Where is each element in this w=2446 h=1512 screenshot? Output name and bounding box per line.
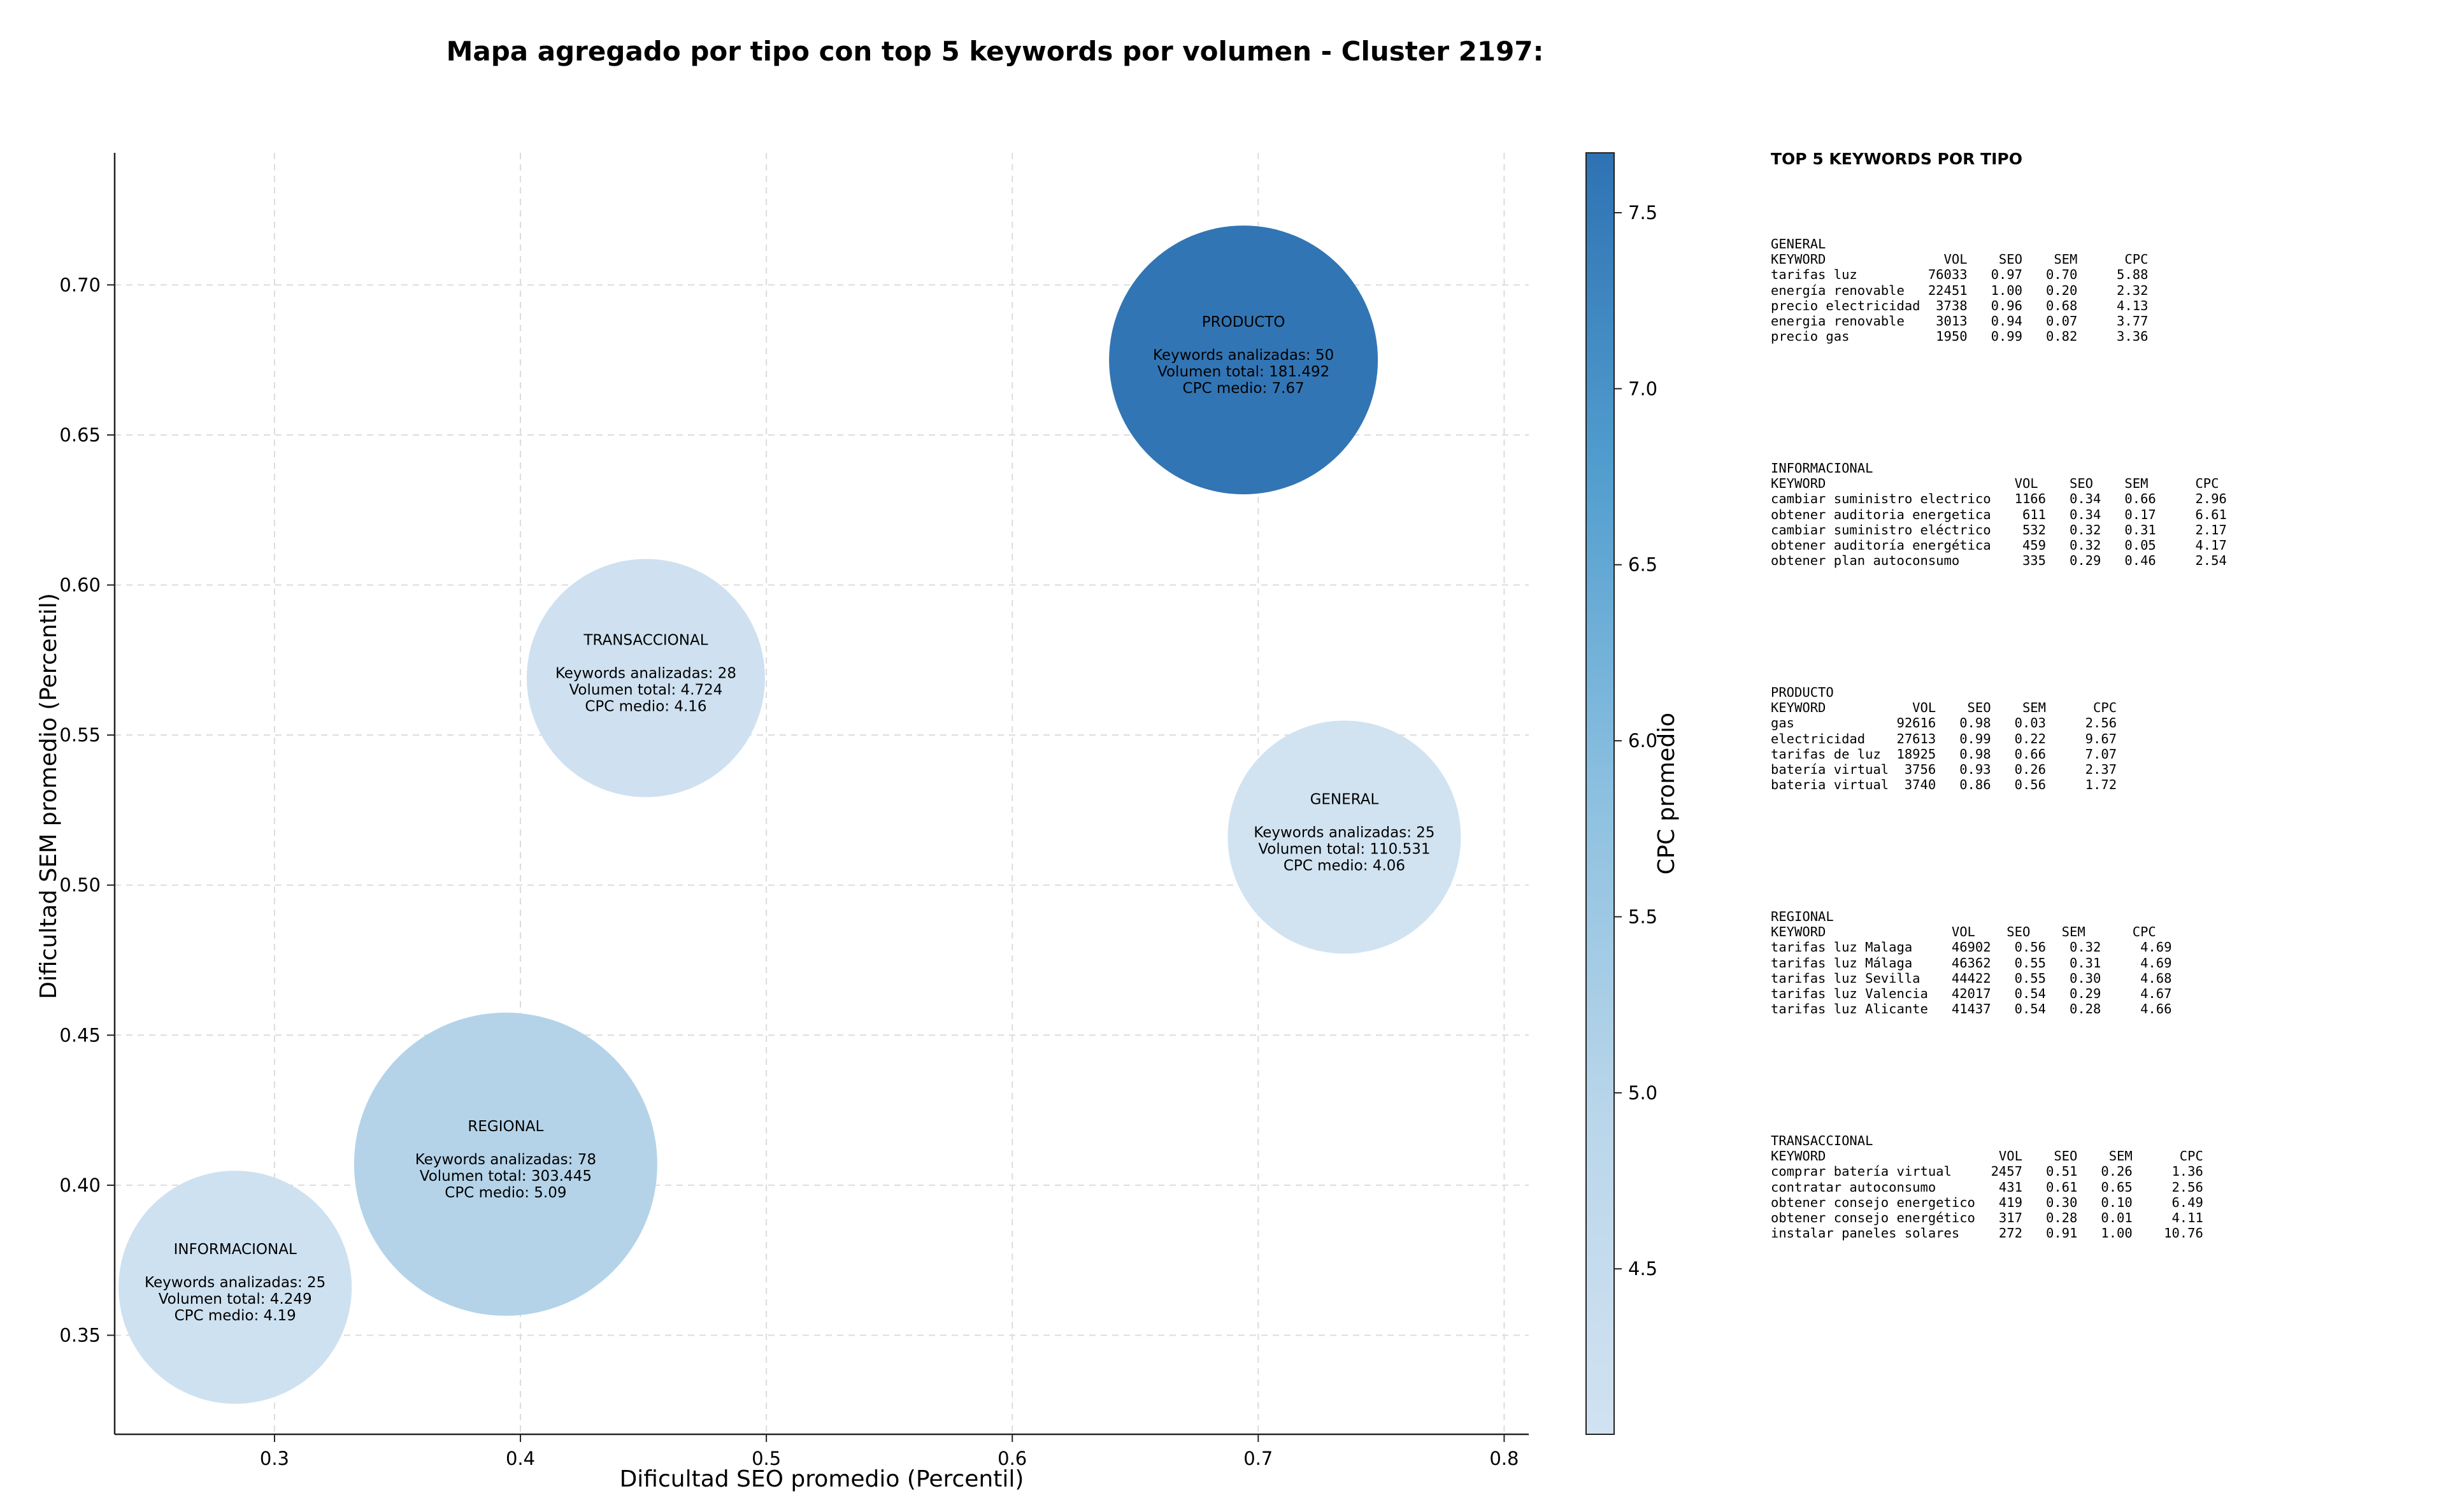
- bubble-general: [1227, 720, 1461, 954]
- colorbar-label: CPC promedio: [1654, 713, 1680, 874]
- keyword-row: contratar autoconsumo 431 0.61 0.65 2.56: [1771, 1179, 2203, 1195]
- keyword-row: electricidad 27613 0.99 0.22 9.67: [1771, 731, 2117, 746]
- chart-title: Mapa agregado por tipo con top 5 keyword…: [447, 36, 1544, 67]
- colorbar-gradient: [1585, 152, 1615, 1435]
- keyword-row: cambiar suministro eléctrico 532 0.32 0.…: [1771, 522, 2227, 538]
- keyword-table-header: KEYWORD VOL SEO SEM CPC: [1771, 252, 2149, 267]
- keyword-row: obtener auditoria energetica 611 0.34 0.…: [1771, 506, 2227, 522]
- keyword-table-header: KEYWORD VOL SEO SEM CPC: [1771, 476, 2219, 492]
- x-tick-label: 0.3: [260, 1448, 289, 1469]
- bubble-stat-label: CPC medio: 5.09: [445, 1185, 566, 1201]
- bubble-stat-label: Volumen total: 181.492: [1157, 364, 1329, 380]
- y-tick-label: 0.50: [59, 874, 101, 896]
- bubble-name-label: TRANSACCIONAL: [583, 632, 708, 649]
- x-tick-label: 0.6: [998, 1448, 1027, 1469]
- bubble-stat-label: CPC medio: 4.19: [175, 1308, 296, 1324]
- bubble-informacional: [118, 1171, 352, 1404]
- bubble-regional: [354, 1012, 657, 1316]
- bubble-stat-label: Keywords analizadas: 78: [415, 1152, 596, 1168]
- bubble-stat-label: Keywords analizadas: 25: [1254, 824, 1434, 841]
- keyword-blocks: GENERAL KEYWORD VOL SEO SEM CPC tarifas lu…: [1771, 236, 2408, 1357]
- colorbar-tick-label: 5.5: [1628, 906, 1657, 927]
- keyword-block: GENERAL KEYWORD VOL SEO SEM CPC tarifas lu…: [1771, 236, 2408, 460]
- keyword-row: bateria virtual 3740 0.86 0.56 1.72: [1771, 777, 2117, 793]
- colorbar-tick-label: 7.0: [1628, 378, 1657, 399]
- y-tick-label: 0.60: [59, 574, 101, 596]
- keyword-table-header: KEYWORD VOL SEO SEM CPC: [1771, 700, 2117, 716]
- keyword-row: tarifas luz 76033 0.97 0.70 5.88: [1771, 267, 2149, 283]
- colorbar: 4.5 5.0 5.5 6.0 6.5 7.0 7.5: [1585, 152, 1657, 1435]
- keyword-panel: TOP 5 KEYWORDS POR TIPO GENERAL KEYWORD V…: [1771, 150, 2408, 1357]
- axes: 0.3 0.4 0.5 0.6 0.7 0.8 0.35 0.40 0.45 0.50 0.55 0.…: [59, 153, 1529, 1469]
- keyword-row: precio gas 1950 0.99 0.82 3.36: [1771, 329, 2149, 345]
- y-tick-label: 0.35: [59, 1325, 101, 1346]
- keyword-row: obtener plan autoconsumo 335 0.29 0.46 2…: [1771, 553, 2227, 569]
- y-tick-label: 0.55: [59, 724, 101, 746]
- bubble-stat-label: CPC medio: 7.67: [1183, 380, 1305, 397]
- keyword-row: tarifas luz Valencia 42017 0.54 0.29 4.6…: [1771, 986, 2172, 1002]
- keyword-block-heading: PRODUCTO: [1771, 685, 1834, 700]
- keyword-block: PRODUCTO KEYWORD VOL SEO SEM CPC gas 92616…: [1771, 685, 2408, 909]
- x-tick-label: 0.8: [1489, 1448, 1519, 1469]
- y-tick-label: 0.70: [59, 274, 101, 296]
- bubble-transaccional: [526, 559, 765, 797]
- y-axis-label: Dificultad SEM promedio (Percentil): [36, 593, 62, 999]
- keyword-row: obtener consejo energetico 419 0.30 0.10…: [1771, 1194, 2203, 1210]
- keyword-block-heading: INFORMACIONAL: [1771, 460, 1873, 476]
- keyword-row: energia renovable 3013 0.94 0.07 3.77: [1771, 313, 2149, 329]
- bubble-stat-label: Volumen total: 303.445: [420, 1168, 592, 1185]
- keyword-block-heading: REGIONAL: [1771, 909, 1834, 924]
- keyword-row: precio electricidad 3738 0.96 0.68 4.13: [1771, 297, 2149, 313]
- colorbar-tick-label: 4.5: [1628, 1258, 1657, 1280]
- bubble-stat-label: Volumen total: 110.531: [1258, 841, 1430, 857]
- x-axis-label: Dificultad SEO promedio (Percentil): [620, 1466, 1024, 1492]
- keyword-row: comprar batería virtual 2457 0.51 0.26 1…: [1771, 1164, 2203, 1180]
- keyword-block: TRANSACCIONAL KEYWORD VOL SEO SEM CPC comp…: [1771, 1133, 2408, 1357]
- keyword-block-heading: TRANSACCIONAL: [1771, 1133, 1873, 1148]
- keyword-row: tarifas luz Sevilla 44422 0.55 0.30 4.68: [1771, 970, 2172, 986]
- keyword-row: tarifas de luz 18925 0.98 0.66 7.07: [1771, 746, 2117, 762]
- keyword-row: obtener auditoría energética 459 0.32 0.…: [1771, 538, 2227, 553]
- x-tick-label: 0.5: [752, 1448, 781, 1469]
- x-tick-label: 0.7: [1243, 1448, 1273, 1469]
- keyword-row: batería virtual 3756 0.93 0.26 2.37: [1771, 762, 2117, 778]
- bubble-name-label: INFORMACIONAL: [174, 1241, 297, 1258]
- bubble-stat-label: CPC medio: 4.06: [1284, 857, 1405, 874]
- colorbar-tick-label: 7.5: [1628, 202, 1657, 224]
- bubble-stat-label: Keywords analizadas: 28: [555, 666, 736, 682]
- bubble-producto: [1109, 225, 1378, 495]
- bubble-stat-label: Keywords analizadas: 50: [1153, 347, 1334, 364]
- keyword-block: REGIONAL KEYWORD VOL SEO SEM CPC tarifas l…: [1771, 909, 2408, 1133]
- bubble-stat-label: Keywords analizadas: 25: [145, 1274, 325, 1291]
- y-tick-label: 0.40: [59, 1174, 101, 1196]
- y-tick-label: 0.45: [59, 1024, 101, 1046]
- bubble-stat-label: Volumen total: 4.249: [159, 1291, 312, 1308]
- keyword-panel-title: TOP 5 KEYWORDS POR TIPO: [1771, 150, 2022, 168]
- keyword-row: energía renovable 22451 1.00 0.20 2.32: [1771, 282, 2149, 298]
- y-tick-label: 0.65: [59, 424, 101, 446]
- keyword-table-header: KEYWORD VOL SEO SEM CPC: [1771, 924, 2156, 940]
- colorbar-tick-label: 5.0: [1628, 1082, 1657, 1104]
- keyword-row: tarifas luz Alicante 41437 0.54 0.28 4.6…: [1771, 1001, 2172, 1017]
- keyword-row: instalar paneles solares 272 0.91 1.00 1…: [1771, 1225, 2203, 1241]
- keyword-row: gas 92616 0.98 0.03 2.56: [1771, 715, 2117, 731]
- keyword-table-header: KEYWORD VOL SEO SEM CPC: [1771, 1148, 2203, 1164]
- colorbar-tick-label: 6.0: [1628, 730, 1657, 752]
- keyword-row: tarifas luz Malaga 46902 0.56 0.32 4.69: [1771, 939, 2172, 955]
- bubble-stat-label: CPC medio: 4.16: [585, 699, 706, 715]
- bubble-name-label: REGIONAL: [468, 1118, 543, 1135]
- colorbar-tick-label: 6.5: [1628, 554, 1657, 576]
- keyword-row: obtener consejo energético 317 0.28 0.01…: [1771, 1210, 2203, 1226]
- bubble-stat-label: Volumen total: 4.724: [569, 682, 722, 699]
- keyword-block: INFORMACIONAL KEYWORD VOL SEO SEM CPC camb…: [1771, 460, 2408, 685]
- keyword-row: tarifas luz Málaga 46362 0.55 0.31 4.69: [1771, 955, 2172, 971]
- bubble-name-label: PRODUCTO: [1202, 314, 1285, 331]
- keyword-block-heading: GENERAL: [1771, 236, 1826, 252]
- x-tick-label: 0.4: [506, 1448, 535, 1469]
- bubble-name-label: GENERAL: [1310, 791, 1379, 808]
- keyword-row: cambiar suministro electrico 1166 0.34 0…: [1771, 491, 2227, 507]
